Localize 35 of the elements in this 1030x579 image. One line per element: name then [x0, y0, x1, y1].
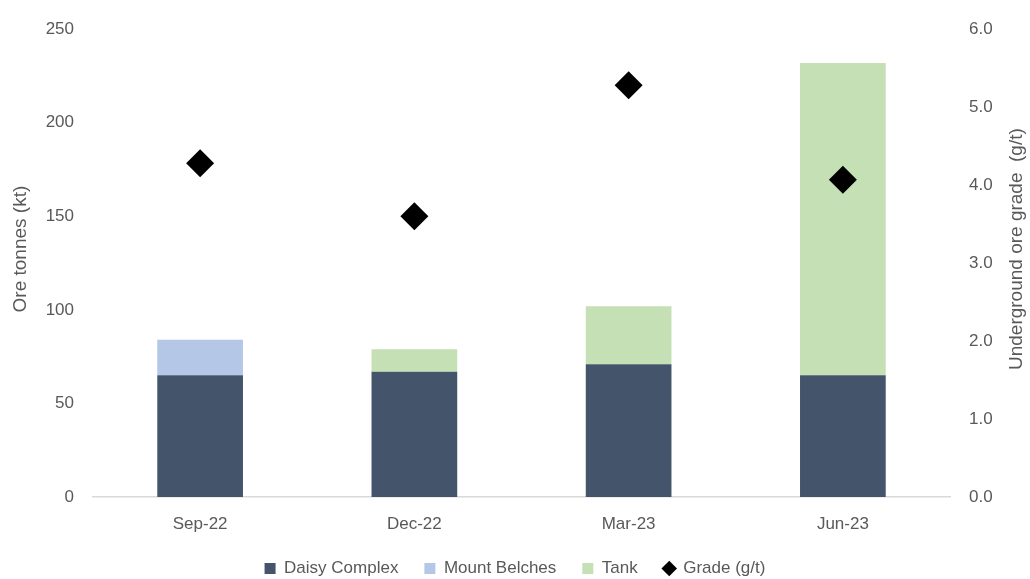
y2-tick-label: 6.0 — [969, 18, 993, 38]
legend-label: Mount Belches — [443, 558, 557, 578]
x-tick-label: Sep-22 — [172, 513, 228, 533]
y-tick-label: 150 — [45, 206, 74, 226]
y2-tick-label: 2.0 — [969, 330, 993, 350]
legend-label: Grade (g/t) — [683, 558, 766, 578]
point — [186, 149, 215, 178]
y-tick-label: 200 — [45, 112, 74, 132]
bar — [585, 306, 672, 365]
point — [614, 71, 643, 100]
y2-tick-label: 3.0 — [969, 252, 993, 272]
y-tick-label: 250 — [45, 18, 74, 38]
bar — [585, 364, 672, 497]
y-axis-title: Ore tonnes (kt) — [9, 185, 31, 313]
x-tick-label: Mar-23 — [601, 513, 656, 533]
point — [828, 165, 857, 194]
y-tick-label: 50 — [55, 393, 74, 413]
legend-label: Daisy Complex — [284, 558, 399, 578]
point — [400, 202, 429, 231]
y2-tick-label: 5.0 — [969, 96, 993, 116]
bar — [371, 371, 458, 497]
y-tick-label: 100 — [45, 299, 74, 319]
y2-tick-label: 0.0 — [969, 486, 993, 506]
x-tick-label: Jun-23 — [816, 513, 869, 533]
bar — [371, 349, 458, 372]
legend-label: Tank — [601, 558, 639, 578]
y2-tick-label: 4.0 — [969, 174, 993, 194]
y-tick-label: 0 — [64, 486, 74, 506]
bar — [800, 375, 886, 497]
x-tick-label: Dec-22 — [386, 513, 442, 533]
bar — [157, 339, 243, 376]
y2-axis-title: Underground ore grade (g/t) — [1005, 128, 1027, 371]
bar — [157, 375, 243, 497]
bar — [800, 62, 886, 376]
y2-tick-label: 1.0 — [969, 408, 993, 428]
